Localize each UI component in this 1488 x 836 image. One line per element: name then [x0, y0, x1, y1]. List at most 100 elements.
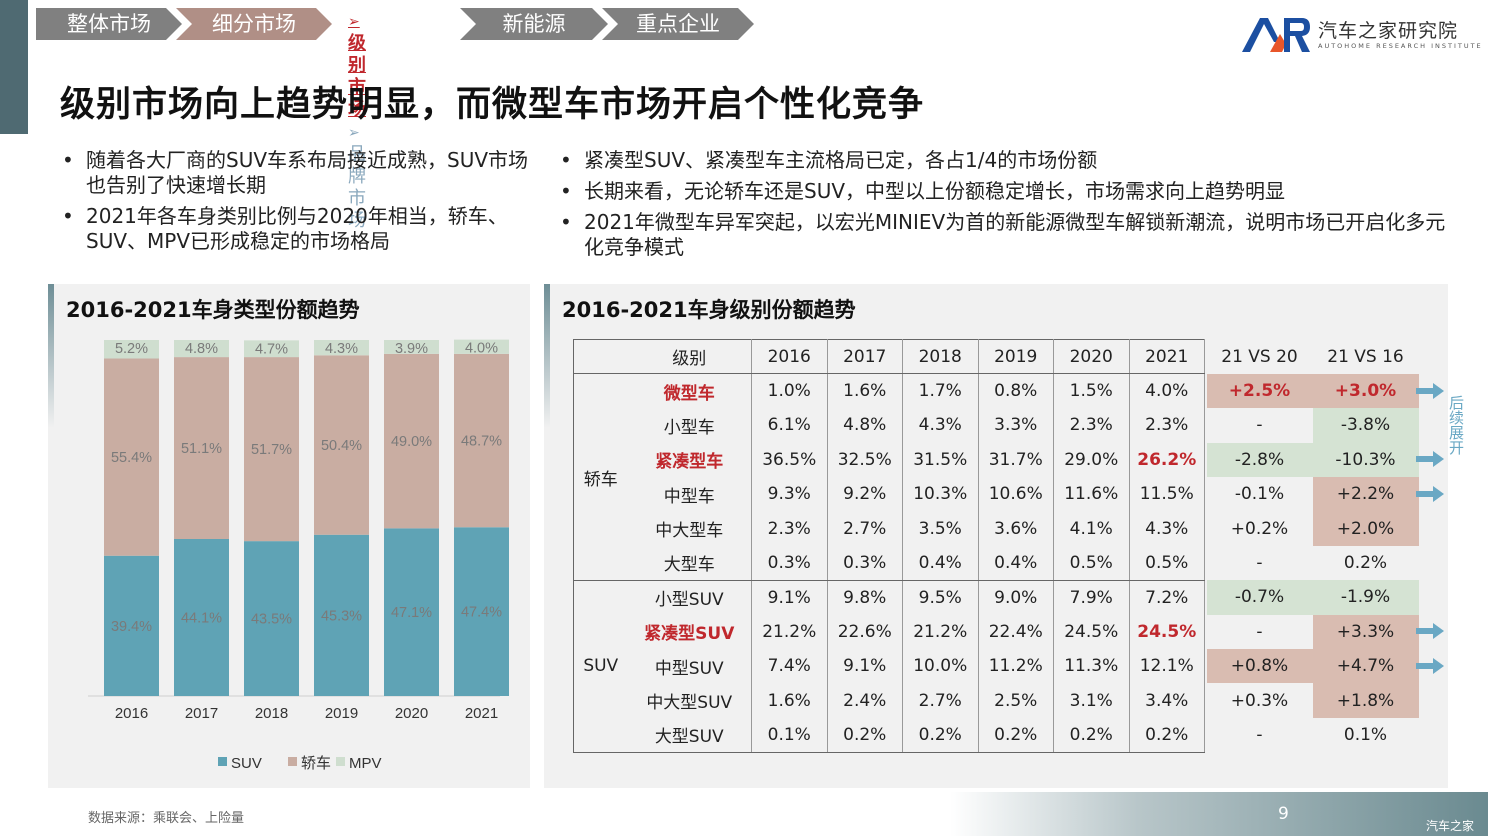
footer-band — [950, 792, 1488, 836]
share-cell: 9.3% — [751, 477, 828, 512]
table-row: 小型车 6.1% 4.8% 4.3% 3.3% 2.3% 2.3% - -3.8% — [574, 408, 1419, 443]
header-cell: 2020 — [1053, 338, 1130, 375]
chevron-right-icon: ➢ — [348, 125, 360, 141]
level-cell: 中型车 — [627, 477, 752, 512]
arrow-right-icon — [1416, 485, 1444, 502]
share-cell: 9.0% — [978, 579, 1054, 615]
share-cell: 11.2% — [978, 649, 1054, 684]
logo-text: 汽车之家研究院 — [1318, 20, 1459, 42]
bullet-item: 长期来看，无论轿车还是SUV，中型以上份额稳定增长，市场需求向上趋势明显 — [556, 179, 1456, 204]
header-cell: 2018 — [902, 338, 979, 375]
share-cell: 12.1% — [1129, 649, 1205, 684]
share-cell: 7.9% — [1053, 579, 1130, 615]
share-cell: 0.2% — [902, 717, 979, 753]
share-cell: 0.5% — [1053, 545, 1130, 581]
data-source-note: 数据来源：乘联会、上险量 — [88, 811, 245, 826]
nav-sub-active[interactable]: ➢ 级别市场 — [348, 10, 366, 121]
x-tick-label: 2020 — [395, 705, 428, 722]
bar-segment-suv — [104, 555, 159, 696]
header-cell: 21 VS 16 — [1327, 346, 1404, 367]
compare-cell: +0.8% — [1206, 649, 1313, 684]
autohome-logo-icon — [1242, 18, 1310, 52]
compare-cell: +1.8% — [1312, 683, 1419, 718]
x-tick-label: 2021 — [465, 705, 498, 722]
bar-segment-suv — [314, 534, 369, 696]
share-cell: 24.5% — [1129, 614, 1205, 650]
bullet-item: 2021年微型车异军突起，以宏光MINIEV为首的新能源微型车解锁新潮流，说明市… — [556, 210, 1456, 260]
arrow-right-icon — [1416, 451, 1444, 468]
share-cell: 21.2% — [751, 614, 828, 650]
legend-swatch-suv — [218, 757, 227, 766]
share-cell: 0.4% — [978, 545, 1054, 581]
legend-swatch-mpv — [336, 757, 345, 766]
group-label: SUV — [573, 579, 628, 753]
bar-segment-mpv — [244, 340, 299, 358]
nav-tab-label: 新能源 — [502, 12, 566, 36]
bar-segment-mpv — [384, 340, 439, 354]
compare-cell: - — [1256, 621, 1263, 642]
compare-cell: - — [1256, 724, 1263, 745]
table-row: 大型车 0.3% 0.3% 0.4% 0.4% 0.5% 0.5% -0.2% — [574, 545, 1419, 581]
share-cell: 32.5% — [827, 442, 903, 478]
bar-segment-轿车 — [454, 353, 509, 528]
nav-tab-key-companies[interactable]: 重点企业 — [602, 8, 754, 40]
data-label: 48.7% — [461, 434, 502, 450]
data-label: 50.4% — [321, 438, 362, 454]
x-tick-label: 2019 — [325, 705, 358, 722]
header-cell — [573, 338, 628, 375]
level-share-table: 级别 2016 2017 2018 2019 2020 2021 21 VS 20 21 VS … — [573, 338, 1419, 753]
table-row: 紧凑型车 36.5% 32.5% 31.5% 31.7% 29.0% 26.2% -2.8% -… — [574, 442, 1419, 478]
share-cell: 7.4% — [751, 649, 828, 684]
data-label: 4.7% — [255, 341, 288, 357]
nav-tab-overall-market[interactable]: 整体市场 — [36, 8, 182, 40]
table-row: 大型SUV 0.1% 0.2% 0.2% 0.2% 0.2% 0.2% -0.1% — [574, 717, 1419, 753]
legend-label: SUV — [231, 755, 262, 772]
share-cell: 4.3% — [902, 408, 979, 443]
share-cell: 22.4% — [978, 614, 1054, 650]
table-row: 轿车 微型车 1.0% 1.6% 1.7% 0.8% 1.5% 4.0% +2.5% +3.0% — [573, 373, 1419, 581]
level-cell: 中大型SUV — [627, 683, 752, 718]
share-cell: 1.6% — [827, 373, 903, 409]
table-header-row: 级别 2016 2017 2018 2019 2020 2021 21 VS 20 21 VS … — [573, 338, 1419, 375]
nav-tab-label: 重点企业 — [636, 12, 720, 36]
share-cell: 3.1% — [1053, 683, 1130, 718]
bullet-item: 2021年各车身类别比例与2020年相当，轿车、SUV、MPV已形成稳定的市场格… — [58, 204, 548, 254]
share-cell: 9.5% — [902, 579, 979, 615]
table-row: 中大型SUV 1.6% 2.4% 2.7% 2.5% 3.1% 3.4% +0.3% +1.8% — [574, 683, 1419, 718]
share-cell: 2.7% — [902, 683, 979, 718]
share-cell: 0.4% — [902, 545, 979, 581]
panel-accent — [48, 284, 54, 428]
header-cell: 2017 — [827, 338, 903, 375]
bar-segment-suv — [454, 527, 509, 696]
bar-segment-轿车 — [244, 357, 299, 542]
share-cell: 3.3% — [978, 408, 1054, 443]
bar-segment-mpv — [174, 340, 229, 358]
level-cell: 紧凑型SUV — [627, 614, 752, 650]
share-cell: 10.3% — [902, 477, 979, 512]
share-cell: 9.2% — [827, 477, 903, 512]
bullet-list-right: 紧凑型SUV、紧凑型车主流格局已定，各占1/4的市场份额 长期来看，无论轿车还是… — [556, 148, 1456, 266]
data-label: 43.5% — [251, 612, 292, 628]
nav-tab-new-energy[interactable]: 新能源 — [460, 8, 608, 40]
nav-tab-segment-market[interactable]: 细分市场 — [176, 8, 332, 40]
data-label: 49.0% — [391, 434, 432, 450]
x-tick-label: 2018 — [255, 705, 288, 722]
share-cell: 0.5% — [1129, 545, 1205, 581]
share-cell: 1.7% — [902, 373, 979, 409]
share-cell: 3.4% — [1129, 683, 1205, 718]
level-cell: 紧凑型车 — [627, 442, 752, 478]
bullet-item: 紧凑型SUV、紧凑型车主流格局已定，各占1/4的市场份额 — [556, 148, 1456, 173]
arrow-right-icon — [1416, 657, 1444, 674]
share-cell: 31.5% — [902, 442, 979, 478]
chart-title: 2016-2021车身类型份额趋势 — [66, 298, 360, 322]
stacked-bar-chart: 39.4% 55.4% 5.2% 2016 44.1% 51.1% 4.8% 2017 43.5… — [88, 339, 509, 772]
bar-segment-suv — [244, 541, 299, 696]
data-label: 3.9% — [395, 341, 428, 357]
table-row: 中大型车 2.3% 2.7% 3.5% 3.6% 4.1% 4.3% +0.2% +2.0% — [574, 511, 1419, 546]
compare-cell: +3.3% — [1312, 614, 1419, 650]
share-cell: 36.5% — [751, 442, 828, 478]
compare-cell: -1.9% — [1312, 580, 1419, 615]
compare-cell: +2.0% — [1312, 511, 1419, 546]
share-cell: 2.3% — [751, 511, 828, 546]
share-cell: 29.0% — [1053, 442, 1130, 478]
